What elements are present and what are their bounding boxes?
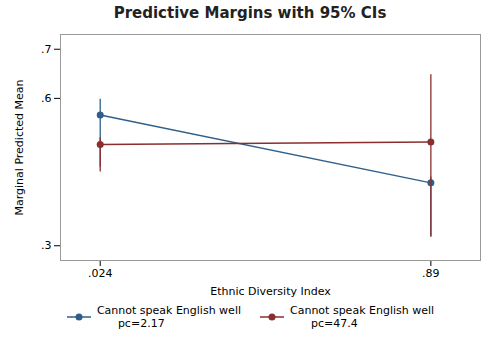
- html-text:Cannot speak English well pc=2: Cannot speak English well pc=2.17: [96, 304, 241, 331]
- svg-text:.89: .89: [422, 267, 440, 280]
- svg-text:.024: .024: [88, 267, 113, 280]
- html-text:Cannot speak English well pc=4: Cannot speak English well pc=47.4: [290, 304, 435, 331]
- svg-text:.6: .6: [41, 92, 52, 105]
- html-text:Predictive Margins with 95% CI: Predictive Margins with 95% CIs: [113, 4, 387, 22]
- svg-text:.3: .3: [41, 239, 52, 252]
- svg-text:Ethnic Diversity Index: Ethnic Diversity Index: [210, 285, 331, 298]
- svg-text:Marginal Predicted Mean: Marginal Predicted Mean: [13, 79, 26, 215]
- svg-text:.7: .7: [41, 43, 52, 56]
